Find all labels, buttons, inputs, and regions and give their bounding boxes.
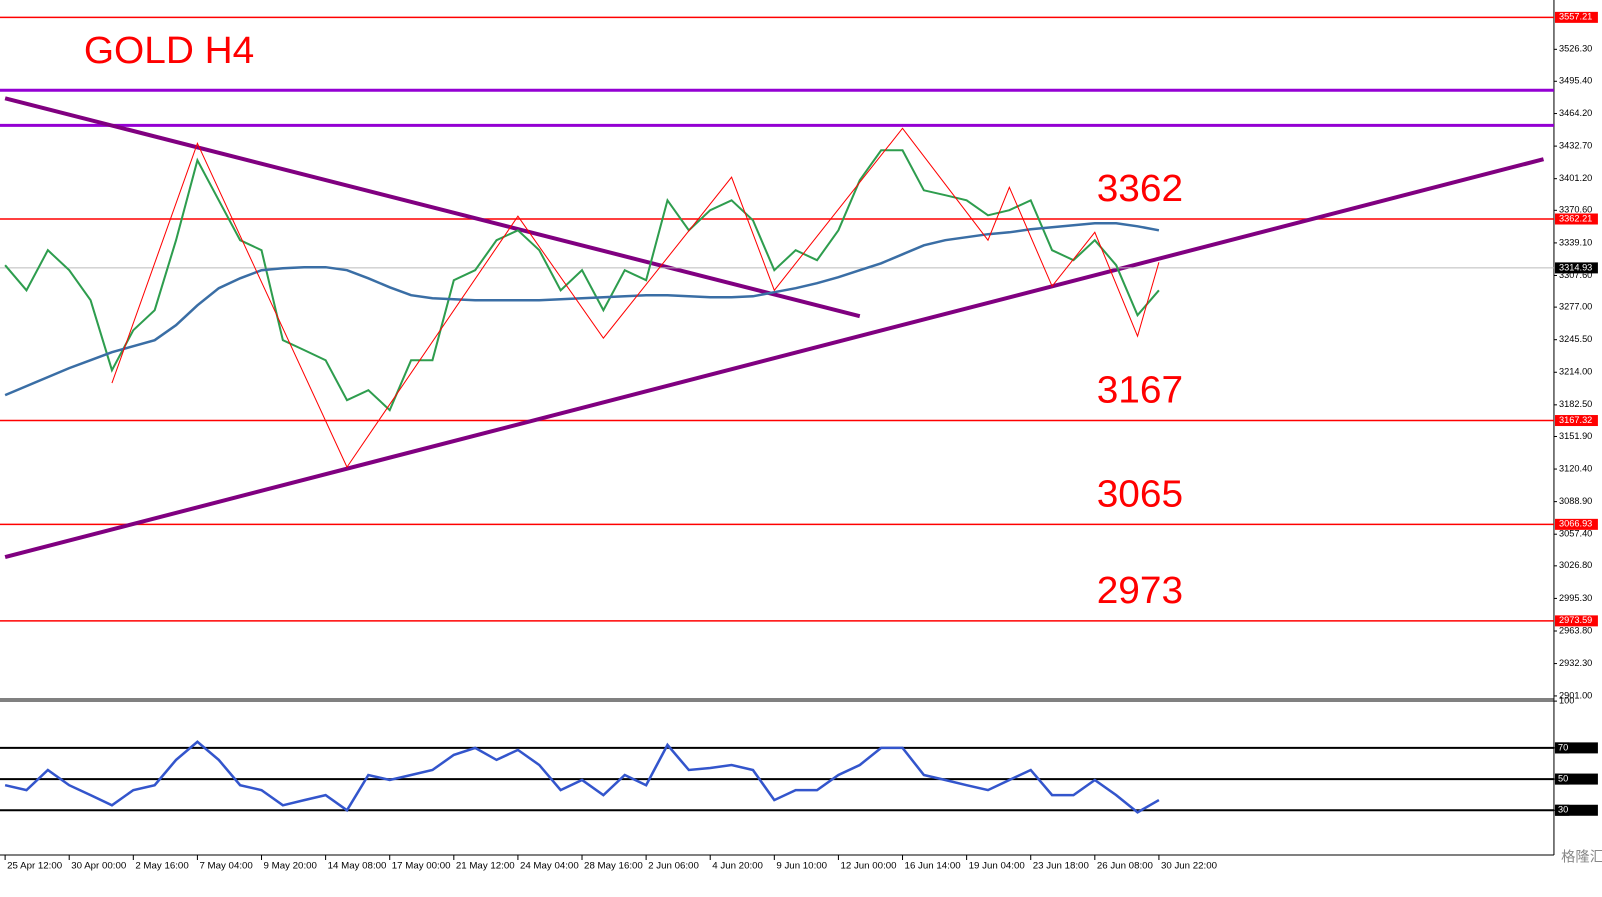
- level-label: 3167.32: [1559, 415, 1592, 425]
- level-label-box: [1554, 11, 1598, 23]
- x-tick-label: 9 May 20:00: [264, 861, 317, 872]
- y-tick-label: 3526.30: [1559, 44, 1592, 54]
- y-tick-label: 3245.50: [1559, 334, 1592, 344]
- x-tick-label: 4 Jun 20:00: [712, 861, 763, 872]
- y-tick-label: 3026.80: [1559, 560, 1592, 570]
- level-label-box: [1554, 213, 1598, 225]
- watermark: 格隆汇: [1561, 849, 1602, 865]
- series-line: [4, 740, 1160, 814]
- x-tick-label: 12 Jun 00:00: [840, 861, 896, 872]
- y-tick-label-boxed: 30: [1558, 805, 1568, 815]
- y-tick-label: 3464.20: [1559, 108, 1592, 118]
- y-tick-label: 3277.00: [1559, 302, 1592, 312]
- tick-box: [1554, 804, 1570, 816]
- y-tick-label: 3401.20: [1559, 173, 1592, 183]
- level-label: 3362.21: [1559, 213, 1592, 223]
- last-price-box: [1554, 262, 1598, 274]
- x-tick-label: 2 May 16:00: [135, 861, 188, 872]
- level-label-box: [1554, 804, 1598, 816]
- x-tick-label: 28 May 16:00: [584, 861, 643, 872]
- y-tick-label: 3088.90: [1559, 496, 1592, 506]
- y-tick-label: 3151.90: [1559, 431, 1592, 441]
- y-tick-label: 3495.40: [1559, 76, 1592, 86]
- x-tick-label: 26 Jun 08:00: [1097, 861, 1153, 872]
- x-tick-label: 9 Jun 10:00: [776, 861, 827, 872]
- x-tick-label: 16 Jun 14:00: [905, 861, 961, 872]
- trend-line: [4, 157, 1545, 560]
- level-label-box: [1554, 415, 1598, 427]
- x-tick-label: 7 May 04:00: [199, 861, 252, 872]
- x-tick-label: 19 Jun 04:00: [969, 861, 1025, 872]
- level-label-box: [1554, 518, 1598, 530]
- y-tick-label: 3182.50: [1559, 399, 1592, 409]
- trend-line: [4, 96, 861, 319]
- level-annotation: 3065: [1097, 473, 1183, 516]
- y-tick-label: 3432.70: [1559, 141, 1592, 151]
- y-tick-label: 3370.60: [1559, 205, 1592, 215]
- series-line: [4, 149, 1160, 412]
- series-line: [4, 222, 1160, 397]
- y-tick-label-boxed: 50: [1558, 774, 1568, 784]
- y-tick-label: 3120.40: [1559, 464, 1592, 474]
- level-annotation: 3167: [1097, 369, 1183, 412]
- y-tick-label-boxed: 70: [1558, 742, 1568, 752]
- level-annotation: 2973: [1097, 569, 1183, 612]
- y-tick-label: 3214.00: [1559, 367, 1592, 377]
- level-label-box: [1554, 615, 1598, 627]
- level-label-box: [1554, 742, 1598, 754]
- x-tick-label: 30 Apr 00:00: [71, 861, 126, 872]
- level-annotation: 3557: [1097, 0, 1183, 8]
- chart-title: GOLD H4: [84, 29, 254, 72]
- y-tick-label: 2901.00: [1559, 690, 1592, 700]
- y-tick-label: 2995.30: [1559, 593, 1592, 603]
- tick-box: [1554, 742, 1570, 754]
- x-tick-label: 25 Apr 12:00: [7, 861, 62, 872]
- zigzag-line: [111, 127, 1160, 469]
- y-tick-label: 2932.30: [1559, 658, 1592, 668]
- level-label: 3066.93: [1559, 519, 1592, 529]
- x-tick-label: 24 May 04:00: [520, 861, 579, 872]
- tick-box: [1554, 773, 1570, 785]
- x-tick-label: 30 Jun 22:00: [1161, 861, 1217, 872]
- x-tick-label: 21 May 12:00: [456, 861, 515, 872]
- y-tick-label: 3339.10: [1559, 237, 1592, 247]
- level-label: 2973.59: [1559, 615, 1592, 625]
- level-label: 3557.21: [1559, 12, 1592, 22]
- x-tick-label: 14 May 08:00: [328, 861, 387, 872]
- y-tick-label: 2963.80: [1559, 625, 1592, 635]
- y-tick-label: 3057.40: [1559, 529, 1592, 539]
- level-label-box: [1554, 773, 1598, 785]
- x-tick-label: 17 May 00:00: [392, 861, 451, 872]
- last-price-label: 3314.93: [1559, 262, 1592, 272]
- x-tick-label: 2 Jun 06:00: [648, 861, 699, 872]
- level-annotation: 3362: [1097, 167, 1183, 210]
- y-tick-label: 3307.60: [1559, 270, 1592, 280]
- x-tick-label: 23 Jun 18:00: [1033, 861, 1089, 872]
- y-tick-label: 100: [1559, 696, 1574, 706]
